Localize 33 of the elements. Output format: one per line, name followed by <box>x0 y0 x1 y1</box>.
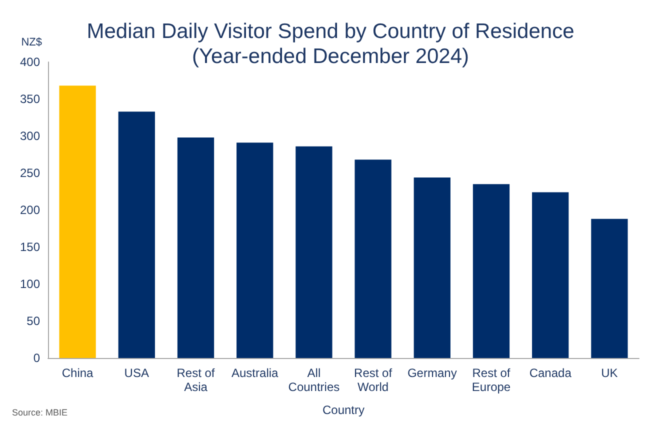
y-axis-title: NZ$ <box>21 36 42 48</box>
bar <box>236 142 274 358</box>
bar <box>59 86 96 358</box>
source-note: Source: MBIE <box>12 408 68 418</box>
y-tick-label: 100 <box>20 277 40 291</box>
y-tick-label: 350 <box>20 92 40 106</box>
bar <box>118 112 155 358</box>
x-tick-label: Rest of Europe <box>472 366 511 394</box>
chart-title: Median Daily Visitor Spend by Country of Residence (Year-ended December 2024) <box>86 20 574 68</box>
x-tick-label: Germany <box>407 366 457 380</box>
y-tick-label: 0 <box>33 351 40 365</box>
y-tick-label: 250 <box>20 166 40 180</box>
x-tick-label: Australia <box>232 366 279 380</box>
bar <box>177 137 214 358</box>
bar <box>414 177 450 358</box>
x-tick-label: China <box>62 366 94 380</box>
bar <box>296 146 332 358</box>
y-tick-label: 50 <box>26 314 40 328</box>
bar <box>532 192 569 358</box>
x-tick-label: Rest of World <box>354 366 393 394</box>
y-tick-label: 400 <box>20 55 40 69</box>
x-axis-title: Country <box>322 403 365 417</box>
bar <box>354 160 392 358</box>
x-tick-label: Rest of Asia <box>176 366 216 394</box>
y-tick-label: 300 <box>20 129 40 143</box>
bar <box>472 184 510 358</box>
y-tick-label: 200 <box>20 203 40 217</box>
x-tick-label: USA <box>124 366 149 380</box>
x-tick-label: Canada <box>529 366 572 380</box>
x-tick-label: All Countries <box>288 366 340 394</box>
y-tick-label: 150 <box>20 240 40 254</box>
bar <box>591 218 628 358</box>
x-tick-label: UK <box>601 366 618 380</box>
